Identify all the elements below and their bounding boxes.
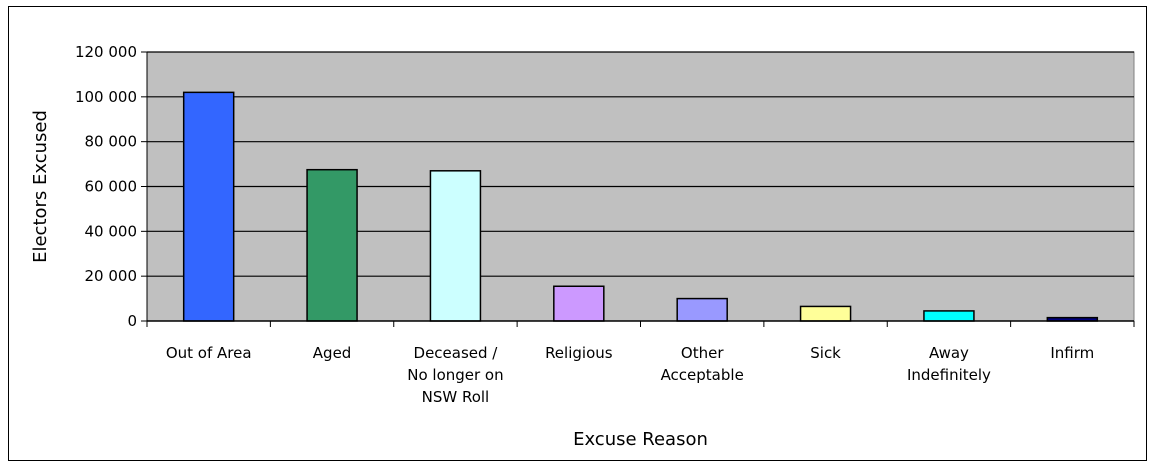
bar-4 <box>676 297 728 322</box>
x-category-label: Other Acceptable <box>661 344 744 384</box>
y-tick-label: 80 000 <box>85 133 138 151</box>
y-tick-label: 40 000 <box>85 222 138 240</box>
x-category-label: Deceased / No longer on NSW Roll <box>407 344 503 406</box>
x-category-label-line: Other <box>681 344 724 362</box>
bar-0 <box>182 91 235 322</box>
x-category-label: Out of Area <box>166 344 252 362</box>
x-category-label: Infirm <box>1050 344 1094 362</box>
x-category-label-line: NSW Roll <box>422 388 490 406</box>
chart-frame: 0 20 000 40 000 60 000 80 000 100 000 120 000 O… <box>8 6 1147 461</box>
bar-3 <box>553 285 605 322</box>
x-category-label-line: Out of Area <box>166 344 252 362</box>
x-category-label-line: Aged <box>313 344 352 362</box>
y-tick-label: 100 000 <box>75 88 137 106</box>
y-tick-label: 120 000 <box>75 43 137 61</box>
x-category-label: Religious <box>545 344 613 362</box>
x-category-label-line: Sick <box>810 344 841 362</box>
y-tick-label: 0 <box>127 312 137 330</box>
x-axis-title: Excuse Reason <box>573 429 708 450</box>
x-category-label-line: Religious <box>545 344 613 362</box>
bar-1 <box>306 168 358 322</box>
y-tick-label: 60 000 <box>85 178 138 196</box>
x-category-label-line: Acceptable <box>661 366 744 384</box>
x-category-label-line: No longer on <box>407 366 503 384</box>
y-tick-label: 20 000 <box>85 267 138 285</box>
x-category-label-line: Indefinitely <box>907 366 991 384</box>
bar-5 <box>799 305 852 322</box>
y-axis-title: Electors Excused <box>30 110 51 263</box>
x-category-label-line: Infirm <box>1050 344 1094 362</box>
x-category-label: Aged <box>313 344 352 362</box>
bar-chart: 0 20 000 40 000 60 000 80 000 100 000 120 000 O… <box>30 43 1135 450</box>
x-category-label: Away Indefinitely <box>907 344 991 384</box>
x-category-label-line: Deceased / <box>414 344 499 362</box>
x-category-label: Sick <box>810 344 841 362</box>
x-category-label-line: Away <box>929 344 969 362</box>
bar-6 <box>923 310 975 322</box>
bar-2 <box>429 170 482 322</box>
